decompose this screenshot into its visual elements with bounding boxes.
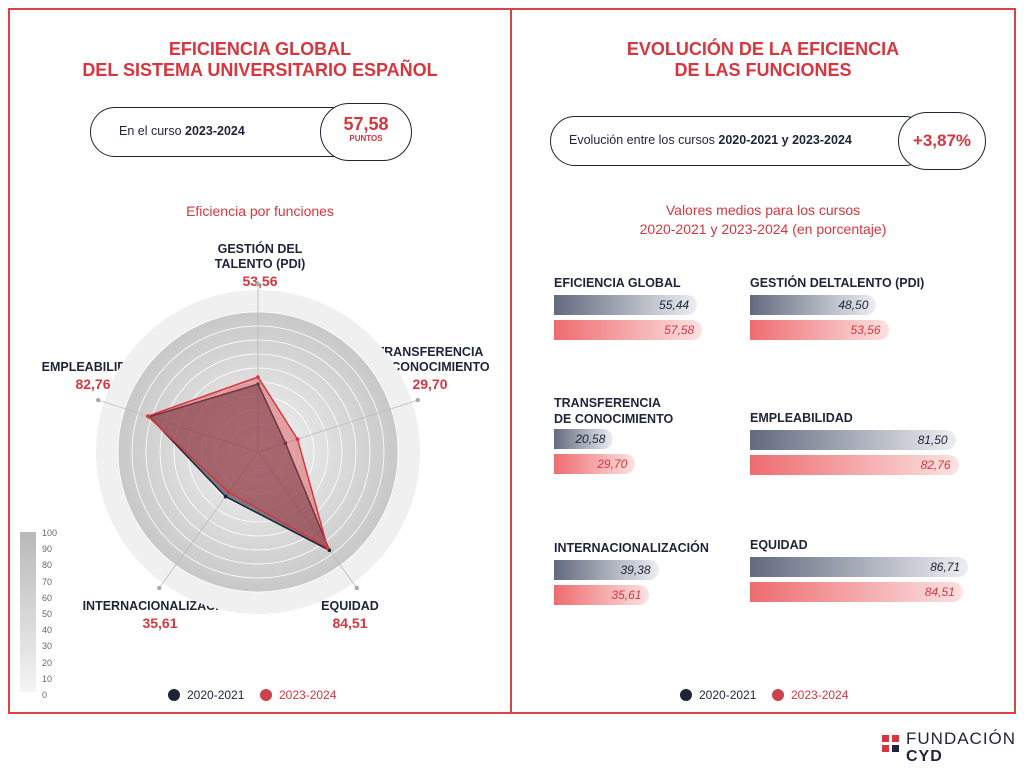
scale-tick-label: 40 (42, 625, 53, 636)
scale-tick-label: 30 (42, 641, 53, 652)
radar-chart-title: Eficiencia por funciones (186, 203, 334, 219)
course-pill-prefix: En el curso (119, 124, 186, 138)
scale-tick-label: 0 (42, 690, 48, 700)
right-title-line2: DE LAS FUNCIONES (674, 60, 852, 80)
bar-2020: 81,50 (750, 430, 956, 450)
axis-name-empleabilidad: EMPLEABILIDAD (41, 360, 145, 374)
axis-label-empleabilidad: EMPLEABILIDAD 82,76 (28, 360, 158, 392)
axis-name-equidad: EQUIDAD (321, 599, 379, 613)
axis-value-talento: 53,56 (242, 273, 278, 289)
score-unit: PUNTOS (349, 134, 383, 143)
right-title: EVOLUCIÓN DE LA EFICIENCIA DE LAS FUNCIO… (512, 39, 1014, 81)
radar-legend-2020: 2020-2021 (168, 688, 244, 702)
bars-chart-title: Valores medios para los cursos 2020-2021… (512, 201, 1014, 239)
course-pill-text: En el curso 2023-2024 (119, 108, 245, 155)
bar-value-label: 86,71 (930, 560, 961, 574)
bar-group-title: TRANSFERENCIA DE CONOCIMIENTO (554, 396, 674, 426)
bar-2023: 35,61 (554, 585, 650, 605)
bar-value-label: 20,58 (575, 432, 606, 446)
bar-2020: 48,50 (750, 295, 877, 315)
bars-chart-title-line1: Valores medios para los cursos (665, 202, 861, 218)
axis-name-transferencia-2: DE CONOCIMIENTO (370, 360, 490, 374)
scale-tick-label: 70 (42, 576, 53, 587)
axis-value-internacionalizacion: 35,61 (142, 615, 178, 631)
scale-tick-label: 100 (42, 528, 58, 538)
scale-tick-label: 80 (42, 560, 53, 571)
score-badge: 57,58 PUNTOS (320, 103, 412, 161)
axis-name-internacionalizacion: INTERNACIONALIZACIÓN (82, 599, 238, 613)
radar-legend-2023: 2023-2024 (260, 688, 336, 702)
bar-group-title: INTERNACIONALIZACIÓN (554, 541, 709, 555)
axis-name-talento-1: GESTIÓN DEL (217, 242, 303, 256)
bar-2023: 53,56 (750, 320, 889, 340)
bars-chart-title-line2: 2020-2021 y 2023-2024 (en porcentaje) (639, 221, 887, 237)
legend-label-2020: 2020-2021 (187, 688, 245, 702)
bar-value-label: 81,50 (917, 433, 948, 447)
legend-dot-2023 (772, 689, 784, 701)
right-title-line1: EVOLUCIÓN DE LA EFICIENCIA (626, 39, 900, 59)
axis-label-internacionalizacion: INTERNACIONALIZACIÓN 35,61 (70, 599, 250, 631)
logo-squares-icon (882, 735, 899, 752)
scale-tick-label: 20 (42, 657, 53, 668)
left-title-line1: EFICIENCIA GLOBAL (168, 39, 352, 59)
bar-group-title: GESTIÓN DELTALENTO (PDI) (750, 276, 925, 290)
evolution-pill: Evolución entre los cursos 2020-2021 y 2… (550, 116, 930, 166)
delta-value: +3,87% (912, 131, 972, 150)
bar-value-label: 57,58 (664, 323, 695, 337)
bar-group-title: EMPLEABILIDAD (750, 411, 853, 425)
legend-label-2020: 2020-2021 (699, 688, 757, 702)
bar-2020: 39,38 (554, 560, 659, 580)
score-value: 57,58 (343, 114, 389, 134)
scale-tick-label: 60 (42, 592, 53, 603)
bar-value-label: 55,44 (659, 298, 690, 312)
bar-value-label: 35,61 (611, 588, 642, 602)
evolution-pill-prefix: Evolución entre los cursos (569, 133, 719, 147)
right-panel: EVOLUCIÓN DE LA EFICIENCIA DE LAS FUNCIO… (510, 8, 1016, 714)
left-panel: EFICIENCIA GLOBAL DEL SISTEMA UNIVERSITA… (8, 8, 512, 714)
bar-2023: 29,70 (554, 454, 636, 474)
legend-dot-2020 (680, 689, 692, 701)
legend-label-2023: 2023-2024 (791, 688, 849, 702)
bar-value-label: 84,51 (924, 585, 955, 599)
bar-group-title: EQUIDAD (750, 538, 808, 552)
bar-2020: 20,58 (554, 429, 614, 449)
evolution-pill-text: Evolución entre los cursos 2020-2021 y 2… (569, 117, 852, 164)
bar-value-label: 48,50 (838, 298, 869, 312)
bar-2023: 84,51 (750, 582, 963, 602)
bar-group-title: EFICIENCIA GLOBAL (554, 276, 681, 290)
scale-tick-label: 50 (42, 609, 53, 619)
axis-name-transferencia-1: TRANSFERENCIA (376, 345, 484, 359)
legend-dot-2023 (260, 689, 272, 701)
logo-line2: CYD (906, 748, 943, 765)
evolution-pill-years: 2020-2021 y 2023-2024 (718, 133, 852, 147)
bar-value-label: 53,56 (850, 323, 881, 337)
bar-value-label: 29,70 (597, 457, 628, 471)
bar-2023: 57,58 (554, 320, 703, 340)
axis-label-transferencia: TRANSFERENCIA DE CONOCIMIENTO 29,70 (355, 345, 505, 392)
legend-label-2023: 2023-2024 (279, 688, 337, 702)
axis-label-talento: GESTIÓN DEL TALENTO (PDI) 53,56 (190, 242, 330, 289)
axis-name-talento-2: TALENTO (PDI) (214, 257, 306, 271)
bars-legend-2023: 2023-2024 (772, 688, 848, 702)
logo-line1: FUNDACIÓN (906, 729, 1017, 748)
axis-value-transferencia: 29,70 (412, 376, 448, 392)
scale-tick-label: 10 (42, 673, 53, 684)
axis-value-empleabilidad: 82,76 (75, 376, 111, 392)
course-pill-year: 2023-2024 (185, 124, 245, 138)
legend-dot-2020 (168, 689, 180, 701)
bar-value-label: 39,38 (620, 563, 651, 577)
axis-value-equidad: 84,51 (332, 615, 368, 631)
axis-label-equidad: EQUIDAD 84,51 (300, 599, 400, 631)
scale-tick-label: 90 (42, 544, 53, 555)
bar-value-label: 82,76 (920, 458, 951, 472)
radar-scale-bar (20, 532, 36, 692)
delta-badge: +3,87% (898, 112, 986, 170)
fundacion-cyd-logo: FUNDACIÓN CYD (882, 729, 1022, 769)
left-title: EFICIENCIA GLOBAL DEL SISTEMA UNIVERSITA… (10, 39, 510, 81)
bar-2020: 55,44 (554, 295, 698, 315)
bar-2023: 82,76 (750, 455, 959, 475)
left-title-line2: DEL SISTEMA UNIVERSITARIO ESPAÑOL (82, 60, 438, 80)
bar-2020: 86,71 (750, 557, 969, 577)
bars-legend-2020: 2020-2021 (680, 688, 756, 702)
